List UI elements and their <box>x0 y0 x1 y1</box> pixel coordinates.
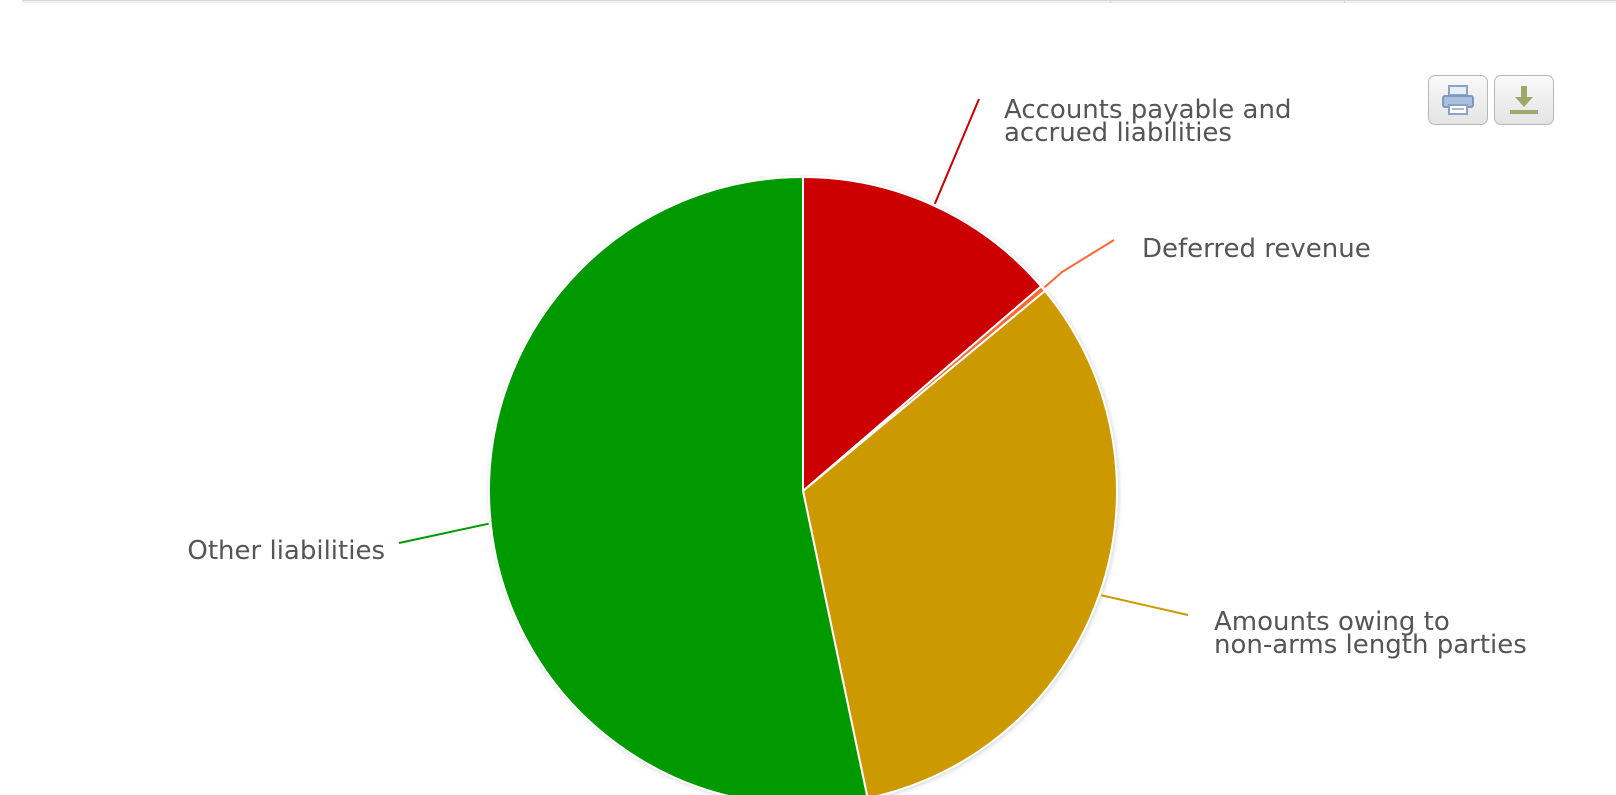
data-label-line: non-arms length parties <box>1214 630 1527 660</box>
print-icon <box>1440 83 1476 117</box>
chart-export-toolbar <box>1428 75 1554 125</box>
data-label-line: Amounts owing to <box>1214 607 1450 637</box>
data-label-2: Deferred revenue <box>1142 234 1371 264</box>
connector-line-4 <box>398 522 489 544</box>
top-border-shadow <box>22 1 1616 3</box>
top-border <box>22 0 1616 1</box>
data-label-3: Amounts owing to non-arms length parties <box>1214 607 1527 660</box>
print-button[interactable] <box>1428 75 1488 125</box>
download-button[interactable] <box>1494 75 1554 125</box>
data-label-line: Other liabilities <box>187 536 385 566</box>
connector-line-1 <box>933 98 980 205</box>
connector-line-2 <box>1043 239 1115 289</box>
data-labels: Accounts payable and accrued liabilities D… <box>187 95 1526 660</box>
pie-slice-3[interactable] <box>802 289 1118 795</box>
connector-line-3 <box>1101 594 1189 616</box>
data-label-line: Deferred revenue <box>1142 234 1371 264</box>
pie-slice-4[interactable] <box>488 176 868 795</box>
download-icon <box>1506 83 1542 117</box>
top-column-divider <box>1344 0 1345 3</box>
data-label-4: Other liabilities <box>187 536 385 566</box>
data-label-line: Accounts payable and <box>1004 95 1291 125</box>
data-label-line: accrued liabilities <box>1004 118 1232 148</box>
pie-slice-1[interactable] <box>802 176 1043 492</box>
label-connectors <box>398 98 1189 616</box>
pie-slices <box>488 176 1118 795</box>
data-label-1: Accounts payable and accrued liabilities <box>1004 95 1291 148</box>
top-column-divider <box>1110 0 1111 3</box>
